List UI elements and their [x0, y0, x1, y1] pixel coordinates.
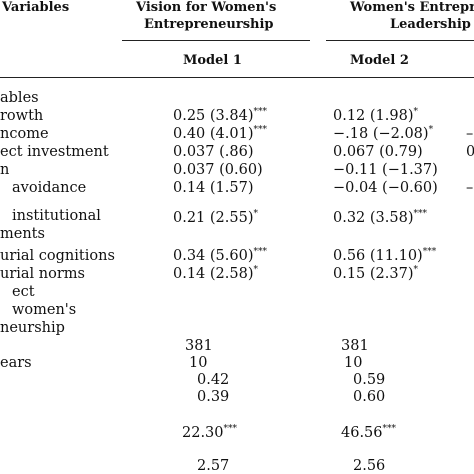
table-cell-m1: 10 — [189, 355, 208, 371]
row-label: women's — [12, 302, 77, 318]
table-cell-m1: 0.14 (1.57) — [173, 180, 254, 196]
table-cell-m1: 0.037 (0.60) — [173, 162, 263, 178]
table-cell-m1: 381 — [185, 338, 213, 354]
group1-rule — [122, 40, 310, 41]
table-cell-m2: 381 — [341, 338, 369, 354]
table-cell-m1: 0.34 (5.60)*** — [173, 247, 267, 264]
row-label: institutional — [12, 208, 101, 224]
table-cell-m1: 2.57 — [197, 458, 230, 474]
table-cell-m1: 0.21 (2.55)* — [173, 209, 258, 226]
variables-header: Variables — [2, 0, 70, 15]
group2-header-line2: Leadership — [390, 17, 471, 32]
cropped-fragment: – — [466, 180, 474, 196]
table-cell-m2: −0.04 (−0.60) — [333, 180, 438, 196]
cropped-fragment: – — [466, 126, 474, 142]
table-cell-m1: 0.25 (3.84)*** — [173, 107, 267, 124]
table-cell-m2: −0.11 (−1.37) — [333, 162, 438, 178]
group1-header-line1: Vision for Women's — [136, 0, 277, 15]
row-label: rowth — [0, 108, 44, 124]
row-label: n — [0, 162, 10, 178]
table-cell-m2: 0.12 (1.98)* — [333, 107, 418, 124]
row-label: neurship — [0, 320, 65, 336]
table-cell-m2: 46.56*** — [341, 424, 397, 441]
table-cell-m2: 0.60 — [353, 389, 386, 405]
table-cell-m2: 0.067 (0.79) — [333, 144, 423, 160]
model1-header: Model 1 — [183, 53, 242, 68]
table-cell-m2: 0.15 (2.37)* — [333, 265, 418, 282]
table-cell-m2: 0.59 — [353, 372, 386, 388]
model2-header: Model 2 — [350, 53, 409, 68]
row-label: avoidance — [12, 180, 87, 196]
row-label: ears — [0, 355, 32, 371]
cropped-fragment: 0 — [466, 144, 474, 160]
table-cell-m2: 0.56 (11.10)*** — [333, 247, 437, 264]
row-label: ables — [0, 90, 39, 106]
table-cell-m1: 0.39 — [197, 389, 230, 405]
group1-header-line2: Entrepreneurship — [144, 17, 274, 32]
table-cell-m1: 0.037 (.86) — [173, 144, 254, 160]
table-cell-m1: 22.30*** — [182, 424, 238, 441]
row-label: ect investment — [0, 144, 109, 160]
header-bottom-rule — [0, 77, 474, 78]
row-label: ncome — [0, 126, 49, 142]
table-cell-m2: 0.32 (3.58)*** — [333, 209, 427, 226]
row-label: ments — [0, 226, 45, 242]
table-cell-m1: 0.40 (4.01)*** — [173, 125, 267, 142]
row-label: urial norms — [0, 266, 85, 282]
group2-header-line1: Women's Entrepr — [350, 0, 474, 15]
table-cell-m2: −.18 (−2.08)* — [333, 125, 434, 142]
row-label: urial cognitions — [0, 248, 115, 264]
table-cell-m2: 10 — [344, 355, 363, 371]
table-cell-m2: 2.56 — [353, 458, 386, 474]
table-cell-m1: 0.42 — [197, 372, 230, 388]
group2-rule — [326, 40, 474, 41]
row-label: ect — [12, 284, 35, 300]
table-cell-m1: 0.14 (2.58)* — [173, 265, 258, 282]
